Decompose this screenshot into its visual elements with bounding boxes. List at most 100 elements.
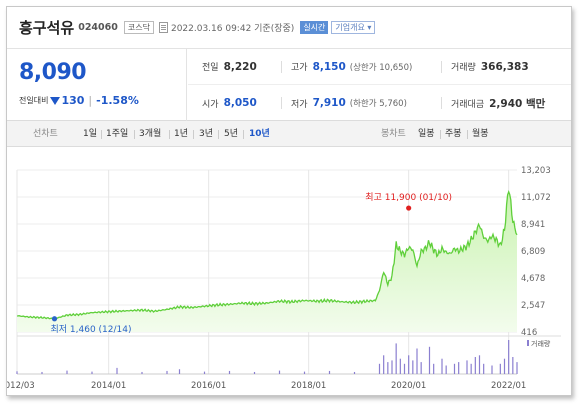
divider	[193, 130, 194, 139]
line-chart-label: 선차트	[33, 129, 58, 139]
volume-bar	[387, 362, 389, 374]
x-tick-label: 2016/01	[191, 381, 226, 391]
divider	[441, 97, 442, 109]
volume-bar	[420, 362, 422, 374]
lower-limit: (하한가 5,760)	[349, 99, 407, 109]
volume-bar	[228, 370, 231, 374]
volume-bar	[328, 370, 331, 374]
volume-bar	[399, 358, 401, 374]
volume-bar	[499, 363, 501, 374]
candle-chart-label: 봉차트	[381, 129, 406, 139]
volume-bar	[483, 363, 485, 374]
stat-label: 저가	[291, 99, 308, 110]
volume-bar	[383, 355, 385, 374]
change-amount: 130	[61, 94, 85, 107]
quote-datetime: 2022.03.16 09:42 기준(장중)	[170, 24, 295, 34]
low-stat: 저가 7,910 (하한가 5,760)	[291, 97, 407, 110]
volume-bar	[516, 362, 518, 374]
y-tick-label: 13,203	[521, 166, 551, 176]
volume-bar	[303, 371, 306, 374]
price-change: 전일대비 130 | -1.58%	[19, 94, 139, 107]
stat-row: 시가 8,050 저가 7,910 (하한가 5,760) 거래대금 2,940…	[188, 85, 571, 121]
divider	[218, 130, 219, 139]
x-tick-label: 2014/01	[91, 381, 126, 391]
divider	[467, 130, 468, 139]
current-price-box: 8,090 전일대비 130 | -1.58%	[7, 49, 187, 121]
high-marker	[406, 205, 412, 211]
volume-bar	[441, 358, 443, 374]
divider: |	[88, 94, 93, 107]
volume-bar	[378, 363, 381, 374]
stat-label: 고가	[291, 63, 308, 73]
volume-bar	[116, 367, 118, 374]
divider	[440, 130, 441, 139]
stat-value: 8,220	[223, 60, 257, 73]
volume-bar	[403, 363, 406, 374]
volume-bar	[391, 360, 393, 374]
price-line	[16, 189, 518, 320]
volume-bar	[433, 363, 435, 374]
volume-bar	[91, 371, 93, 374]
price-chart-svg[interactable]: 416 2,547 4,678 6,809 8,941 11,072 13,203 2012/…	[7, 148, 571, 396]
price-chart: 416 2,547 4,678 6,809 8,941 11,072 13,203 2012/…	[7, 148, 571, 396]
volume-legend-marker	[527, 340, 529, 346]
market-badge: 코스닥	[123, 21, 154, 34]
volume-bar	[445, 365, 447, 374]
volume-bar	[512, 357, 514, 374]
tab-weekly[interactable]: 주봉	[445, 129, 462, 139]
tab-daily[interactable]: 일봉	[418, 129, 435, 139]
volume-bar	[16, 371, 18, 374]
x-tick-label: 2020/01	[391, 381, 426, 391]
volume-stat: 거래량 366,383	[451, 60, 529, 74]
stat-value: 2,940 백만	[489, 97, 546, 110]
company-info-button[interactable]: 기업개요 ▾	[331, 21, 376, 34]
volume-bar	[428, 346, 431, 374]
stat-value: 7,910	[312, 97, 346, 109]
stat-value: 8,150	[312, 60, 346, 73]
x-tick-label: 2012/03	[7, 381, 35, 391]
amount-stat: 거래대금 2,940 백만	[451, 96, 545, 111]
volume-bar	[166, 370, 168, 374]
x-tick-label: 2018/01	[291, 381, 326, 391]
tab-1d[interactable]: 1일	[83, 129, 98, 139]
volume-bar	[278, 370, 281, 374]
high-label: 최고 11,900 (01/10)	[365, 192, 452, 203]
divider	[441, 61, 442, 73]
stock-widget: 흥구석유 024060 코스닥 2022.03.16 09:42 기준(장중) …	[6, 6, 572, 396]
tab-10y[interactable]: 10년	[249, 129, 270, 139]
stat-row: 전일 8,220 고가 8,150 (상한가 10,650) 거래량 366,3…	[188, 49, 571, 85]
tab-3y[interactable]: 3년	[199, 129, 214, 139]
document-icon[interactable]	[158, 22, 168, 33]
tab-1y[interactable]: 1년	[174, 129, 189, 139]
divider	[169, 130, 170, 139]
change-label: 전일대비	[19, 96, 49, 105]
tab-monthly[interactable]: 월봉	[472, 129, 489, 139]
volume-bar	[466, 360, 468, 374]
volume-bar	[41, 371, 43, 374]
y-tick-label: 2,547	[521, 301, 545, 311]
live-button[interactable]: 실시간	[300, 21, 329, 34]
y-tick-label: 11,072	[521, 193, 551, 203]
divider	[281, 61, 282, 73]
change-percent: -1.58%	[96, 94, 139, 107]
volume-bar	[458, 362, 460, 374]
tab-1w[interactable]: 1주일	[106, 129, 129, 139]
volume-bar	[408, 355, 410, 374]
volume-bar	[470, 363, 472, 374]
stock-name[interactable]: 흥구석유	[19, 19, 75, 37]
x-tick-label: 2022/01	[491, 381, 526, 391]
stat-label: 거래량	[451, 63, 476, 73]
volume-bar	[66, 370, 68, 374]
stock-header: 흥구석유 024060 코스닥 2022.03.16 09:42 기준(장중) …	[7, 7, 571, 49]
stat-label: 시가	[202, 99, 219, 110]
divider	[101, 130, 102, 139]
down-arrow-icon	[50, 96, 61, 105]
tab-3m[interactable]: 3개월	[139, 129, 162, 139]
current-price: 8,090	[19, 60, 87, 85]
tab-5y[interactable]: 5년	[224, 129, 239, 139]
chart-tabs: 선차트 1일 1주일 3개월 1년 3년 5년 10년 봉차트 일봉 주봉 월봉	[7, 121, 571, 147]
divider	[134, 130, 135, 139]
low-label: 최저 1,460 (12/14)	[51, 324, 132, 335]
stat-grid: 전일 8,220 고가 8,150 (상한가 10,650) 거래량 366,3…	[188, 49, 571, 121]
volume-bar	[491, 365, 493, 374]
